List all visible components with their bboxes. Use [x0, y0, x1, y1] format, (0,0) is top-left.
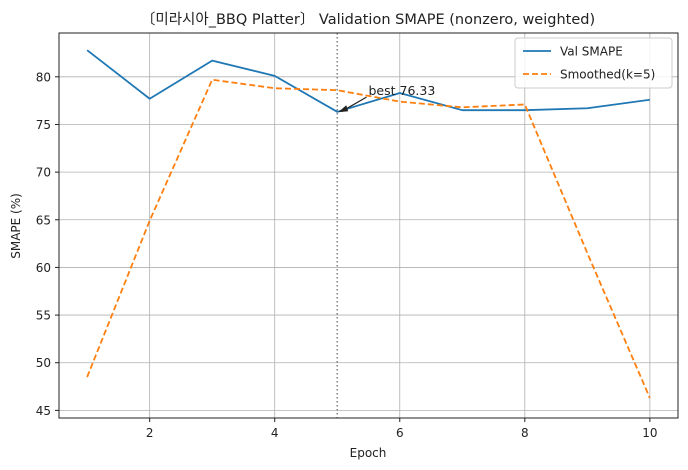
- y-tick-label: 45: [36, 404, 51, 418]
- y-tick-label: 80: [36, 70, 51, 84]
- x-tick-label: 6: [396, 426, 404, 440]
- series-layer: [86, 49, 651, 399]
- y-tick-label: 60: [36, 261, 51, 275]
- legend-box: [514, 37, 673, 89]
- best-annotation-arrow: [345, 96, 367, 110]
- legend: Val SMAPE Smoothed(k=5): [514, 37, 673, 89]
- chart-title: 〔미라시아_BBQ Platter〕 Validation SMAPE (non…: [141, 11, 595, 28]
- plot-frame: [58, 32, 679, 419]
- annotation-layer: best 76.33: [336, 33, 436, 418]
- x-tick-label: 2: [146, 426, 154, 440]
- series-line-smoothed: [86, 78, 651, 399]
- legend-entry-label: Smoothed(k=5): [560, 68, 655, 82]
- x-tick-label: 10: [642, 426, 657, 440]
- x-tick-label: 4: [271, 426, 279, 440]
- x-axis-label: Epoch: [350, 446, 387, 460]
- y-axis-label: SMAPE (%): [9, 193, 23, 259]
- y-tick-label: 50: [36, 356, 51, 370]
- tick-layer: 2 4 6 8 10 45 50 55 60 65 70 75 80: [36, 70, 658, 440]
- y-tick-label: 75: [36, 118, 51, 132]
- grid: [59, 33, 678, 418]
- x-tick-label: 8: [521, 426, 529, 440]
- best-annotation-arrowhead: [338, 105, 349, 113]
- best-annotation-label: best 76.33: [369, 83, 436, 98]
- series-line-val-smape: [86, 49, 650, 113]
- y-tick-label: 70: [36, 166, 51, 180]
- y-tick-label: 65: [36, 213, 51, 227]
- legend-entry-label: Val SMAPE: [560, 45, 623, 59]
- y-tick-label: 55: [36, 309, 51, 323]
